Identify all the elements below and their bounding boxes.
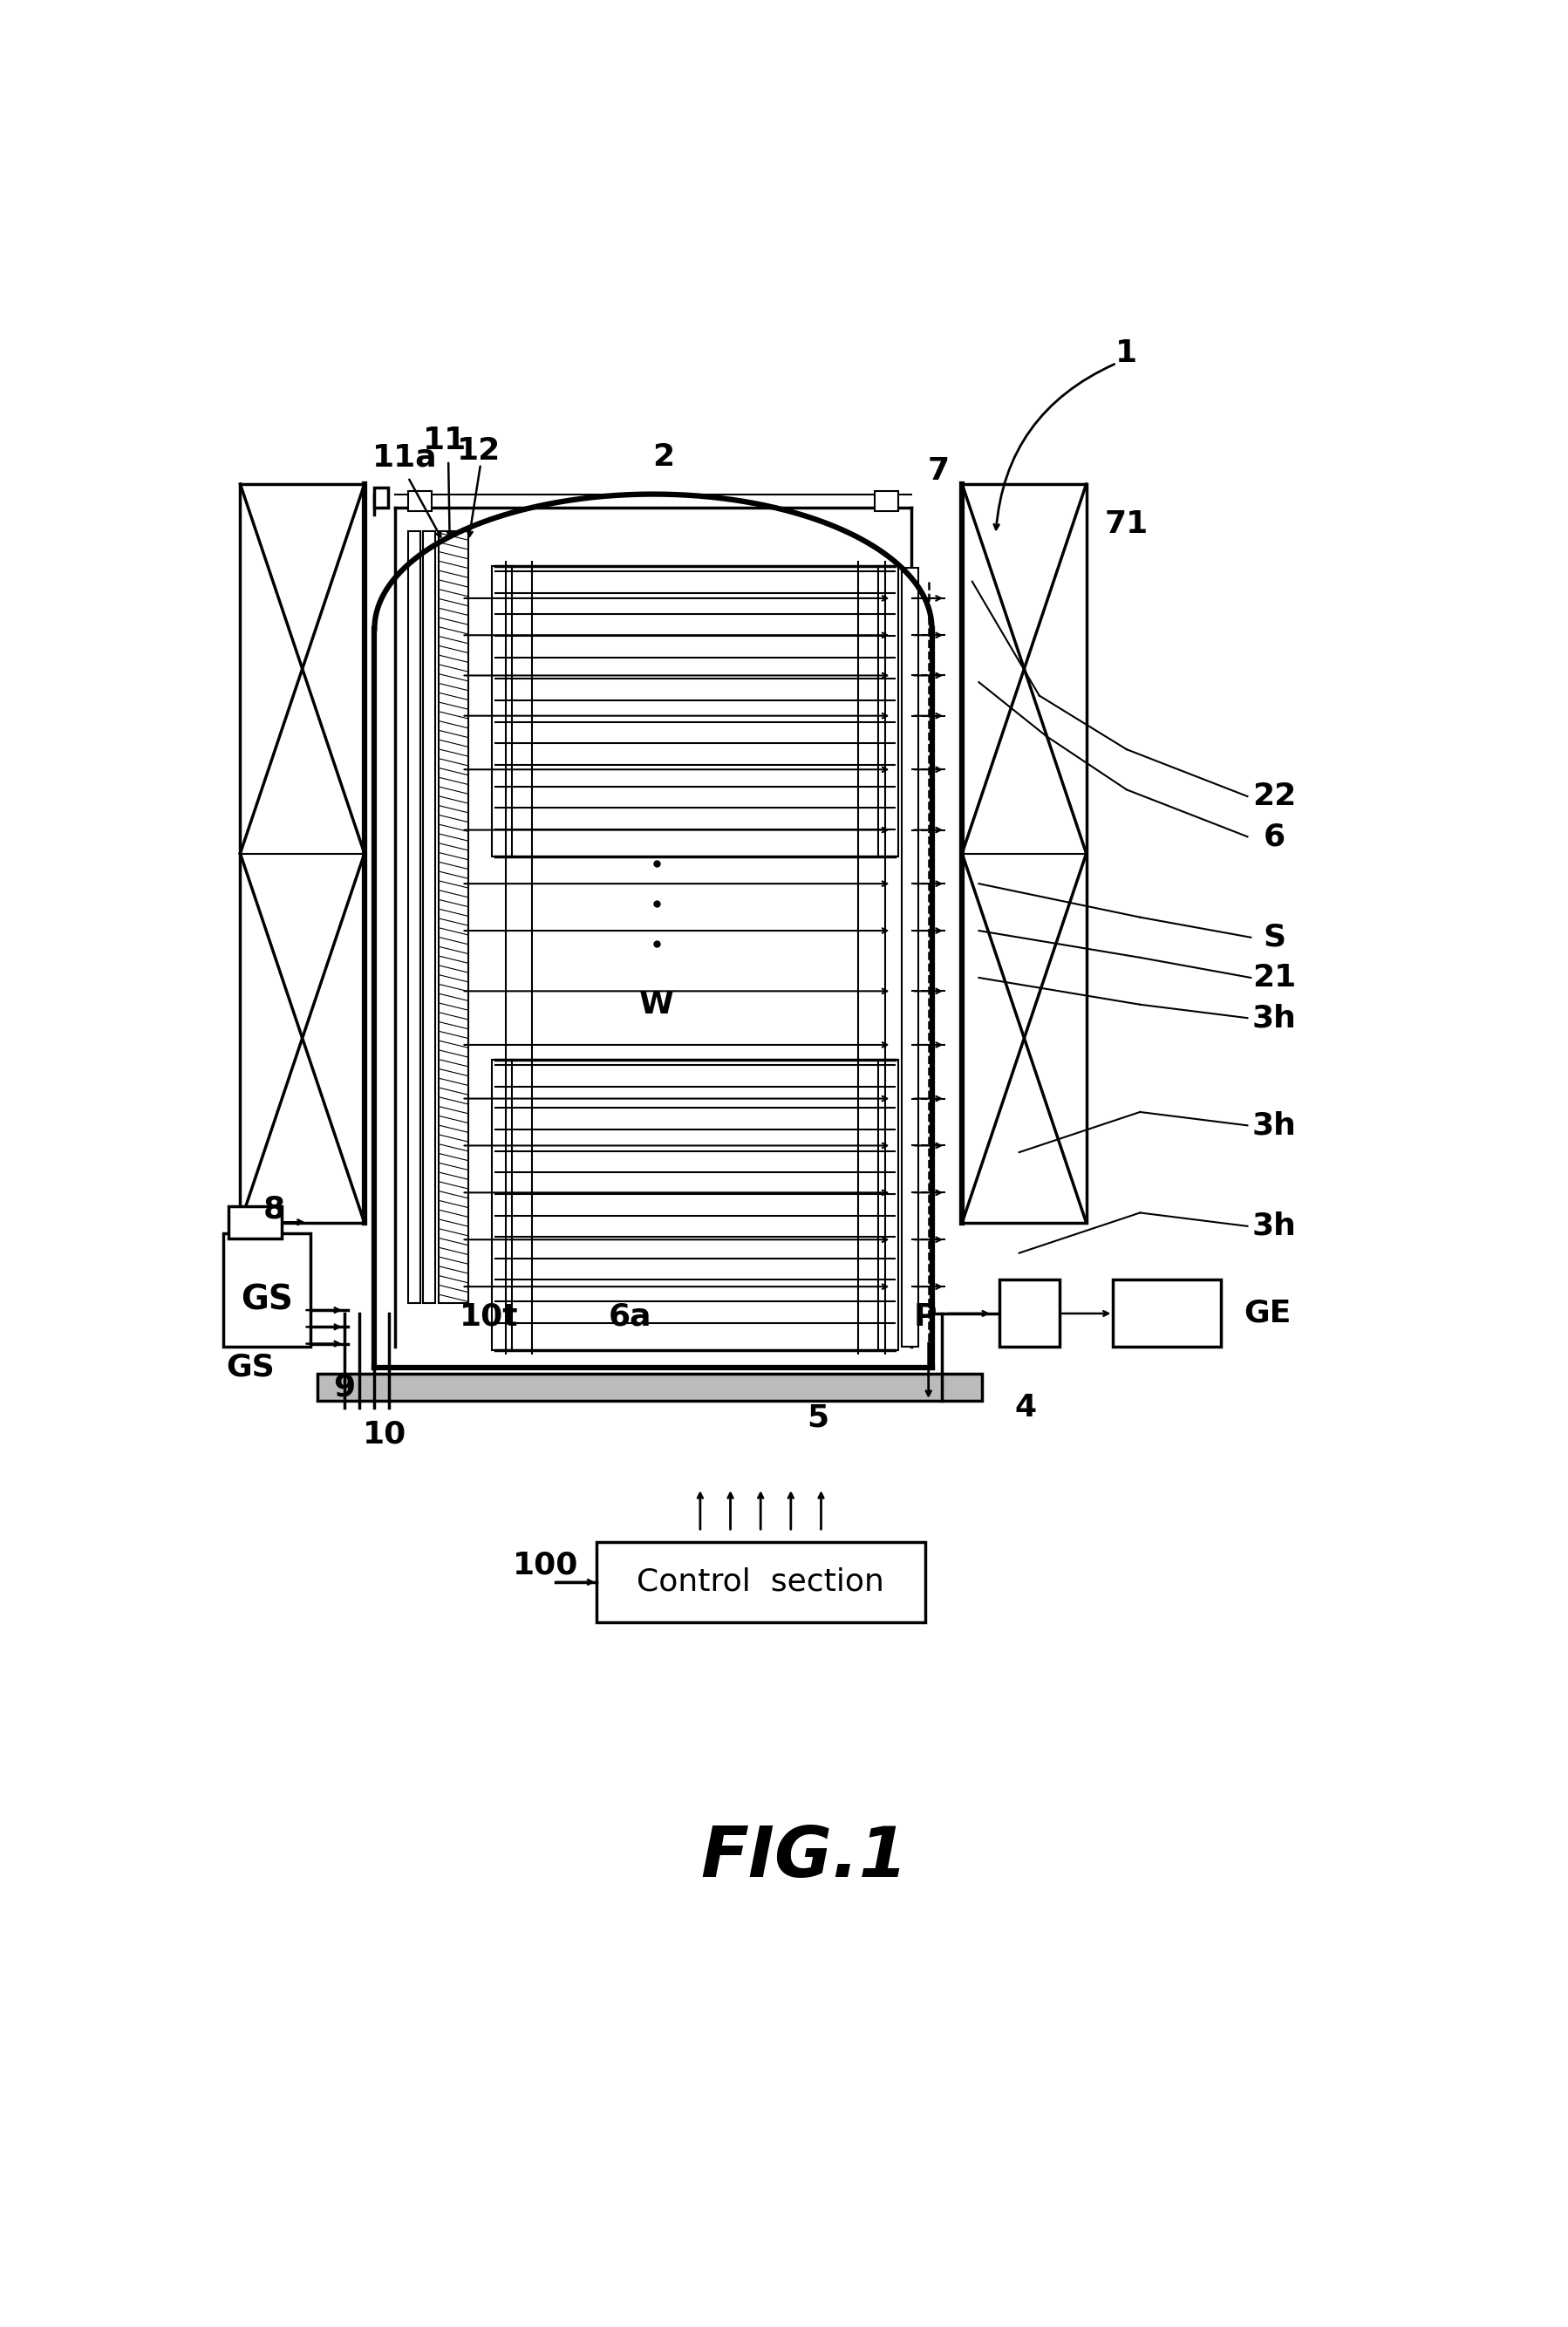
Bar	[878, 1059, 898, 1350]
Bar	[963, 484, 1087, 1222]
Bar	[223, 1233, 310, 1347]
Bar	[492, 565, 513, 856]
Text: 3h: 3h	[1253, 1110, 1297, 1140]
Text: 6: 6	[1264, 821, 1286, 852]
Bar	[596, 1543, 925, 1622]
Bar	[240, 484, 364, 1222]
Text: 1: 1	[1116, 337, 1137, 368]
Text: 4: 4	[1014, 1392, 1036, 1422]
Bar	[878, 565, 898, 856]
Text: 11: 11	[423, 426, 467, 456]
Bar	[375, 486, 387, 507]
Text: 2: 2	[652, 442, 674, 472]
Text: FIG.1: FIG.1	[701, 1824, 908, 1892]
Bar	[408, 531, 420, 1303]
Text: 22: 22	[1253, 782, 1297, 812]
Bar	[875, 491, 898, 512]
Text: GE: GE	[1243, 1298, 1292, 1329]
Bar	[408, 491, 431, 512]
Text: Control  section: Control section	[637, 1568, 884, 1596]
Text: 5: 5	[808, 1403, 828, 1433]
Bar	[227, 1205, 282, 1238]
Bar	[999, 1280, 1060, 1347]
Text: 10t: 10t	[459, 1303, 517, 1331]
Text: W: W	[640, 989, 674, 1019]
Bar	[317, 1373, 982, 1401]
Bar	[439, 531, 469, 1303]
Text: P: P	[914, 1303, 936, 1331]
Bar	[1113, 1280, 1220, 1347]
Text: 12: 12	[456, 435, 500, 465]
Text: 8: 8	[263, 1194, 285, 1224]
Text: 9: 9	[334, 1373, 356, 1403]
Bar	[423, 531, 434, 1303]
Text: 7: 7	[928, 456, 950, 486]
Text: 71: 71	[1105, 510, 1148, 540]
Text: 21: 21	[1253, 963, 1297, 994]
Text: 6a: 6a	[608, 1303, 651, 1331]
Text: GS: GS	[241, 1285, 293, 1317]
Text: GS: GS	[226, 1352, 274, 1382]
Text: 11a: 11a	[372, 442, 437, 472]
Text: S: S	[1262, 921, 1286, 952]
Text: 3h: 3h	[1253, 1212, 1297, 1240]
Bar	[492, 1059, 513, 1350]
Text: 3h: 3h	[1253, 1003, 1297, 1033]
Text: 100: 100	[513, 1550, 579, 1580]
Bar	[902, 568, 919, 1347]
Text: 10: 10	[362, 1419, 406, 1450]
